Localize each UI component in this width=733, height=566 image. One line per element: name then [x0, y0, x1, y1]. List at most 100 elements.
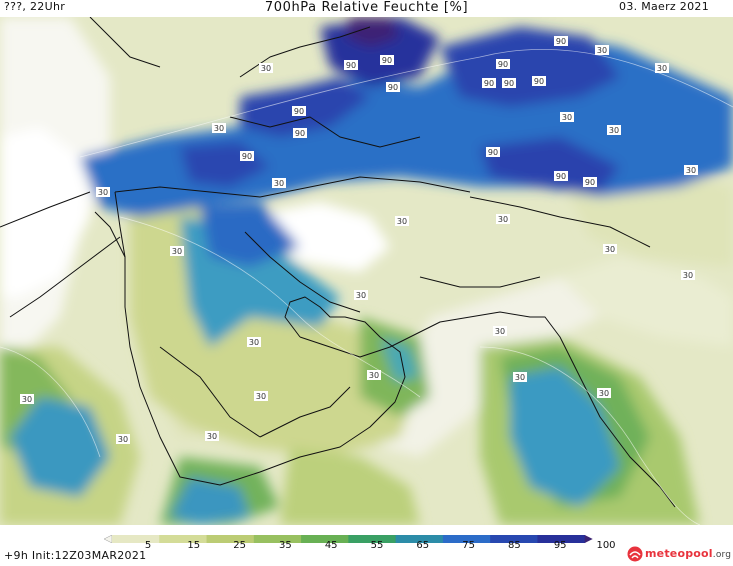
map-title: 700hPa Relative Feuchte [%] [264, 0, 469, 15]
scale-high-arrow [584, 535, 593, 543]
contour-label-30: 30 [354, 290, 368, 300]
contour-label-30: 30 [603, 244, 617, 254]
coastlines [0, 17, 676, 508]
contour-label-30: 30 [684, 165, 698, 175]
contour-label-30: 30 [205, 431, 219, 441]
svg-text:30: 30 [274, 179, 284, 188]
svg-text:30: 30 [498, 215, 508, 224]
svg-text:30: 30 [256, 392, 266, 401]
contour-lines [0, 48, 733, 525]
contour-label-90: 90 [380, 55, 394, 65]
scale-swatch [159, 535, 208, 543]
svg-text:90: 90 [242, 152, 252, 161]
contour-label-30: 30 [513, 372, 527, 382]
svg-text:90: 90 [556, 172, 566, 181]
contour-label-30: 30 [254, 391, 268, 401]
scale-tick-label: 45 [324, 540, 338, 551]
svg-text:30: 30 [261, 64, 271, 73]
humidity-map: 90 90 90 90 90 90 90 90 90 90 90 90 90 9… [0, 17, 733, 525]
svg-text:30: 30 [605, 245, 615, 254]
scale-swatch [112, 535, 160, 543]
svg-text:30: 30 [369, 371, 379, 380]
contour-label-30: 30 [681, 270, 695, 280]
scale-tick-label: 75 [462, 540, 475, 551]
svg-text:30: 30 [356, 291, 366, 300]
contour-label-30: 30 [367, 370, 381, 380]
svg-text:90: 90 [585, 178, 595, 187]
svg-text:90: 90 [488, 148, 498, 157]
contour-label-90: 90 [502, 78, 516, 88]
svg-text:30: 30 [495, 327, 505, 336]
contour-label-30: 30 [247, 337, 261, 347]
contour-label-90: 90 [292, 106, 306, 116]
forecast-date: 03. Maerz 2021 [619, 0, 709, 13]
contour-label-90: 90 [532, 76, 546, 86]
svg-text:30: 30 [207, 432, 217, 441]
svg-text:30: 30 [686, 166, 696, 175]
contour-label-90: 90 [344, 60, 358, 70]
scale-swatch [301, 535, 349, 543]
contour-label-30: 30 [595, 45, 609, 55]
contour-label-30: 30 [493, 326, 507, 336]
svg-text:30: 30 [657, 64, 667, 73]
forecast-time: ???, 22Uhr [4, 0, 66, 13]
contour-label-30: 30 [259, 63, 273, 73]
contour-label-30: 30 [170, 246, 184, 256]
color-scale-bar [103, 528, 632, 544]
svg-text:90: 90 [382, 56, 392, 65]
contour-label-30: 30 [655, 63, 669, 73]
svg-text:30: 30 [249, 338, 259, 347]
contour-label-30: 30 [560, 112, 574, 122]
svg-text:90: 90 [498, 60, 508, 69]
contour-label-30: 30 [395, 216, 409, 226]
scale-tick-label: 35 [279, 540, 292, 551]
contour-label-30: 30 [496, 214, 510, 224]
scale-swatch [442, 535, 491, 543]
scale-tick-label: 95 [553, 540, 567, 551]
contour-label-90: 90 [496, 59, 510, 69]
run-info: +9h Init:12Z03MAR2021 [4, 549, 147, 562]
scale-tick-label: 5 [144, 540, 152, 551]
scale-tick-label: 55 [370, 540, 384, 551]
svg-text:30: 30 [397, 217, 407, 226]
contour-label-90: 90 [240, 151, 254, 161]
contour-label-90: 90 [482, 78, 496, 88]
svg-text:90: 90 [388, 83, 398, 92]
scale-low-arrow [103, 534, 113, 544]
svg-text:90: 90 [295, 129, 305, 138]
scale-swatch [537, 535, 586, 543]
svg-text:30: 30 [597, 46, 607, 55]
contour-label-90: 90 [293, 128, 307, 138]
svg-text:90: 90 [556, 37, 566, 46]
scale-swatch [206, 535, 255, 543]
scale-tick-label: 100 [596, 540, 616, 551]
contour-label-90: 90 [554, 36, 568, 46]
svg-text:90: 90 [346, 61, 356, 70]
svg-text:30: 30 [22, 395, 32, 404]
contour-label-30: 30 [607, 125, 621, 135]
scale-tick-label: 65 [416, 540, 430, 551]
contour-label-90: 90 [486, 147, 500, 157]
contour-label-30: 30 [20, 394, 34, 404]
contour-label-30: 30 [597, 388, 611, 398]
brand-logo: meteopool.org [627, 544, 731, 564]
svg-text:30: 30 [562, 113, 572, 122]
scale-swatch [253, 535, 302, 543]
svg-text:90: 90 [484, 79, 494, 88]
scale-tick-label: 25 [233, 540, 246, 551]
contour-label-30: 30 [212, 123, 226, 133]
contour-label-30: 30 [96, 187, 110, 197]
svg-text:30: 30 [214, 124, 224, 133]
brand-name: meteopool.org [645, 547, 732, 560]
brand-globe-icon [627, 546, 643, 562]
svg-text:30: 30 [515, 373, 525, 382]
scale-swatch [490, 535, 538, 543]
contour-label-90: 90 [386, 82, 400, 92]
brand-domain: .org [712, 550, 732, 560]
contour-label-30: 30 [116, 434, 130, 444]
svg-text:30: 30 [98, 188, 108, 197]
svg-text:90: 90 [294, 107, 304, 116]
scale-swatch [395, 535, 444, 543]
contour-label-30: 30 [272, 178, 286, 188]
scale-swatch [348, 535, 397, 543]
